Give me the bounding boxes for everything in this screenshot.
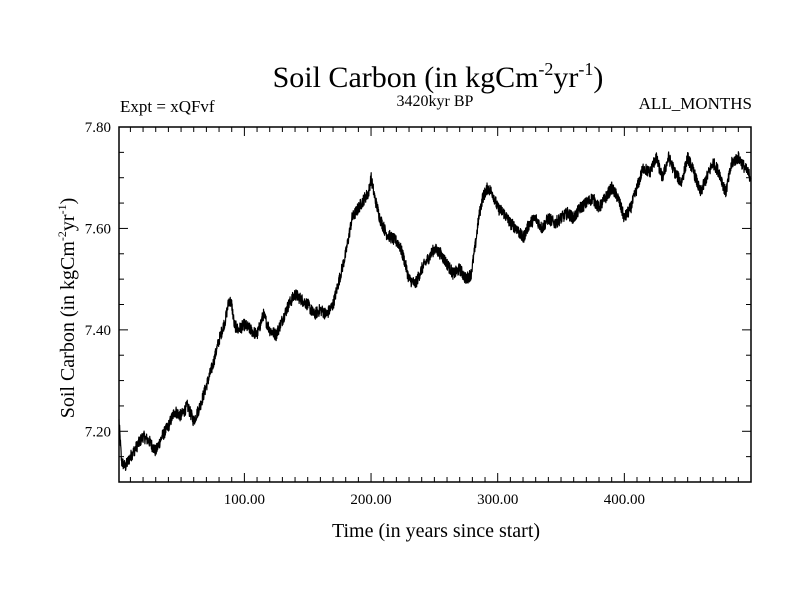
- y-tick-label: 7.40: [85, 323, 111, 339]
- chart-title-sup1: -2: [538, 59, 553, 79]
- y-tick-label: 7.20: [85, 424, 111, 440]
- y-axis-label: Soil Carbon (in kgCm-2yr-1): [55, 198, 79, 419]
- subtitle-experiment: Expt = xQFvf: [120, 97, 215, 116]
- y-axis-label-sup2: -1: [55, 204, 69, 214]
- x-tick-label: 300.00: [477, 492, 518, 508]
- y-tick-label: 7.60: [85, 221, 111, 237]
- y-axis-label-main: Soil Carbon (in kgCm: [57, 241, 79, 419]
- x-tick-label: 200.00: [350, 492, 391, 508]
- x-axis-label: Time (in years since start): [332, 520, 540, 542]
- subtitle-period: 3420kyr BP: [397, 93, 474, 110]
- y-axis-label-sup1: -2: [55, 231, 69, 241]
- chart-title-end: ): [593, 61, 603, 94]
- x-tick-label: 100.00: [224, 492, 265, 508]
- y-axis-label-mid: yr: [57, 214, 79, 231]
- y-axis-label-end: ): [57, 198, 79, 205]
- chart-title-sup2: -1: [578, 59, 593, 79]
- chart-title-main: Soil Carbon (in kgCm: [273, 61, 539, 94]
- chart-title-mid: yr: [553, 61, 578, 94]
- chart-title: Soil Carbon (in kgCm-2yr-1): [273, 59, 604, 94]
- soil-carbon-series-line: [118, 151, 752, 471]
- subtitle-months: ALL_MONTHS: [639, 94, 752, 113]
- y-tick-label: 7.80: [85, 120, 111, 136]
- plot-frame: [118, 126, 752, 483]
- plot-area: 100.00 200.00 300.00 400.00 7.20 7.40 7.60 7.80: [85, 120, 752, 508]
- x-tick-label: 400.00: [604, 492, 645, 508]
